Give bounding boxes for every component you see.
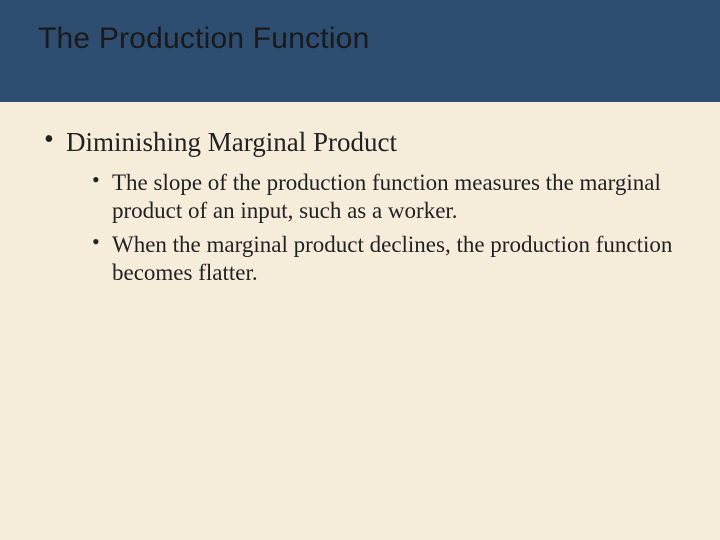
bullet-level2: When the marginal product declines, the …: [90, 231, 680, 287]
bullet-level1: Diminishing Marginal Product The slope o…: [40, 126, 680, 287]
bullet-level2-text: When the marginal product declines, the …: [112, 232, 672, 285]
sub-bullet-list: The slope of the production function mea…: [90, 169, 680, 287]
title-band: The Production Function: [0, 0, 720, 102]
bullet-level2-text: The slope of the production function mea…: [112, 170, 661, 223]
bullet-level2: The slope of the production function mea…: [90, 169, 680, 225]
content-panel: Diminishing Marginal Product The slope o…: [0, 102, 720, 540]
slide-title: The Production Function: [38, 22, 720, 56]
bullet-list: Diminishing Marginal Product The slope o…: [40, 126, 680, 287]
slide-container: The Production Function Diminishing Marg…: [0, 0, 720, 540]
bullet-level1-text: Diminishing Marginal Product: [66, 127, 397, 157]
